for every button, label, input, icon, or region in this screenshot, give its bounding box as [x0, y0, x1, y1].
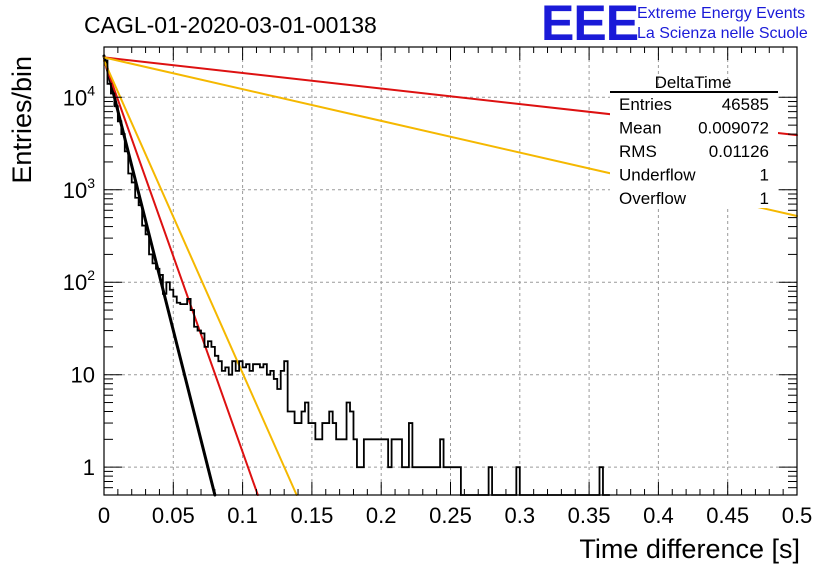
stats-row-label: Mean [619, 119, 662, 138]
x-tick-label: 0.35 [568, 503, 611, 528]
stats-row-value: 1 [760, 189, 769, 208]
x-tick-label: 0.25 [429, 503, 472, 528]
plot-border [103, 46, 798, 496]
stats-box-title: DeltaTime [655, 73, 732, 92]
x-tick-label: 0.3 [505, 503, 536, 528]
x-axis-title: Time difference [s] [579, 534, 800, 564]
eee-logo: EEE Extreme Energy Events La Scienza nel… [541, 0, 808, 51]
x-tick-label: 0.5 [782, 503, 813, 528]
fit-line [103, 59, 259, 496]
eee-logo-mark: EEE [541, 0, 638, 51]
y-tick-label: 1 [83, 455, 95, 480]
stats-row-value: 0.009072 [698, 119, 769, 138]
x-tick-label: 0.15 [290, 503, 333, 528]
stats-row-value: 0.01126 [709, 142, 769, 161]
axis-ticks [103, 46, 798, 496]
stats-box-rows: Entries 46585 Mean 0.009072 RMS 0.01126 Underf… [619, 95, 769, 208]
stats-box: DeltaTime Entries 46585 Mean 0.009072 RMS 0.0… [610, 73, 778, 208]
fit-line [103, 59, 298, 496]
x-tick-label: 0.05 [152, 503, 195, 528]
y-tick-label: 103 [63, 175, 95, 203]
stats-row-label: RMS [619, 142, 657, 161]
stats-box-background [610, 88, 778, 208]
stats-row-label: Entries [619, 95, 672, 114]
eee-logo-line2: La Scienza nelle Scuole [637, 25, 808, 42]
x-tick-label: 0.4 [643, 503, 674, 528]
x-tick-label: 0.1 [227, 503, 258, 528]
stats-row-label: Overflow [619, 189, 687, 208]
y-tick-label: 102 [63, 267, 95, 295]
run-title: CAGL-01-2020-03-01-00138 [84, 12, 377, 38]
eee-logo-line1: Extreme Energy Events [637, 5, 805, 22]
x-tick-label: 0.2 [366, 503, 397, 528]
x-tick-label: 0 [98, 503, 110, 528]
x-tick-label: 0.45 [706, 503, 749, 528]
stats-row-value: 1 [760, 166, 769, 185]
x-tick-labels: 0 0.05 0.1 0.15 0.2 0.25 0.3 0.35 0.4 0.45 0.5 [98, 503, 812, 528]
y-axis-title: Entries/bin [7, 56, 37, 184]
y-tick-label: 104 [63, 82, 95, 110]
stats-row-label: Underflow [619, 166, 696, 185]
stats-row-value: 46585 [722, 95, 769, 114]
y-tick-label: 10 [71, 363, 95, 388]
y-tick-labels: 1 10 102 103 104 [63, 82, 95, 480]
